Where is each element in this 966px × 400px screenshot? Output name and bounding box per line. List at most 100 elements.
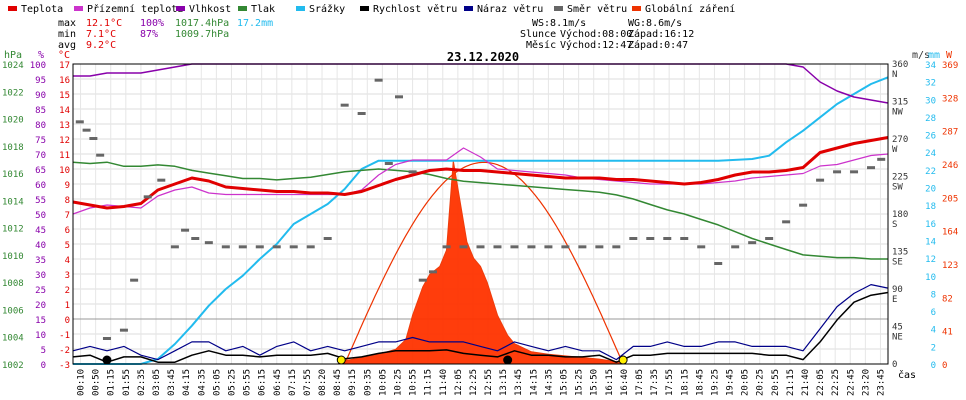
legend-label: Tlak: [251, 4, 275, 15]
tick-direction-letter: S: [892, 220, 897, 230]
wind-direction-point: [102, 337, 111, 340]
stat-moon-set: Západ:0:47: [628, 39, 688, 51]
stat-avg-label: avg: [58, 40, 76, 51]
tick-direction: 45: [892, 323, 903, 333]
wind-direction-point: [289, 245, 298, 249]
legend-label: Směr větru: [567, 3, 627, 15]
tick-time: 16:40: [620, 369, 630, 396]
stat-ws: WS:8.1m/s: [532, 18, 586, 29]
tick-hpa: 1016: [2, 170, 24, 180]
tick-time: 22:45: [846, 369, 856, 396]
wind-direction-point: [130, 278, 139, 282]
tick-humidity: 50: [35, 211, 46, 221]
tick-watt: 328: [942, 94, 958, 104]
wind-direction-point: [374, 78, 383, 82]
tick-ms: 10: [925, 273, 936, 283]
tick-time: 22:05: [816, 369, 826, 396]
stat-wg: WG:8.6m/s: [628, 18, 682, 29]
tick-time: 05:25: [227, 369, 237, 396]
legend-swatch: [74, 6, 83, 11]
tick-humidity: 0: [41, 361, 46, 371]
tick-temp: 12: [59, 136, 70, 146]
wind-direction-point: [561, 245, 570, 249]
wind-direction-point: [595, 245, 604, 249]
wind-direction-point: [731, 245, 740, 249]
unit-w: W: [946, 50, 953, 61]
tick-ms: 28: [925, 114, 936, 124]
wind-direction-point: [510, 245, 519, 249]
wind-direction-point: [442, 245, 451, 249]
tick-temp: 8: [65, 196, 70, 206]
axis-ticks: 1024102210201018101610141012101010081006…: [2, 60, 958, 396]
tick-humidity: 80: [35, 121, 46, 131]
legend-label: Náraz větru: [477, 3, 543, 15]
wind-direction-point: [384, 162, 393, 165]
legend-swatch: [360, 6, 369, 11]
wind-direction-point: [782, 220, 791, 224]
tick-humidity: 55: [35, 196, 46, 206]
wind-direction-point: [306, 245, 315, 249]
wind-direction-point: [191, 237, 200, 240]
tick-humidity: 40: [35, 241, 46, 251]
stat-max-rain: 17.2mm: [237, 18, 273, 29]
tick-watt: 246: [942, 161, 958, 171]
tick-direction-letter: N: [892, 70, 897, 80]
marker-moonrise: [503, 355, 513, 365]
wind-direction-point: [418, 278, 427, 282]
wind-direction-point: [340, 103, 349, 107]
tick-temp: 0: [65, 316, 70, 326]
tick-ms: 30: [925, 96, 936, 106]
wind-direction-point: [816, 178, 825, 182]
tick-ms: 2: [931, 343, 936, 353]
tick-watt: 164: [942, 228, 958, 238]
tick-temp: 14: [59, 106, 70, 116]
tick-time: 16:15: [605, 369, 615, 396]
wind-direction-point: [629, 237, 638, 240]
tick-time: 10:05: [378, 369, 388, 396]
tick-time: 00:50: [92, 369, 102, 396]
sun-moon-markers: [102, 355, 628, 365]
tick-time: 18:15: [680, 369, 690, 396]
series-wind-gust: [72, 284, 889, 361]
tick-time: 20:25: [756, 369, 766, 396]
tick-temp: 16: [59, 76, 70, 86]
wind-direction-point: [877, 157, 886, 161]
tick-time: 06:15: [258, 369, 268, 396]
wind-direction-point: [181, 228, 190, 232]
legend-label: Rychlost větru: [373, 3, 457, 15]
tick-direction: 270: [892, 135, 908, 145]
tick-direction: 90: [892, 285, 903, 295]
tick-hpa: 1020: [2, 116, 24, 126]
series-radiation: [73, 160, 888, 365]
tick-watt: 205: [942, 194, 958, 204]
tick-time: 14:35: [544, 369, 554, 396]
wind-direction-point: [476, 245, 485, 249]
legend-swatch: [464, 6, 473, 11]
wind-direction-point: [157, 178, 166, 182]
tick-time: 10:55: [409, 369, 419, 396]
tick-humidity: 5: [41, 346, 46, 356]
wind-direction-point: [395, 95, 403, 99]
tick-direction-letter: NE: [892, 333, 903, 343]
wind-direction-point: [833, 170, 842, 174]
tick-hpa: 1008: [2, 279, 24, 289]
stat-max-press: 1017.4hPa: [175, 18, 229, 29]
tick-time: 20:55: [771, 369, 781, 396]
stat-min-press: 1009.7hPa: [175, 29, 229, 40]
tick-time: 04:15: [182, 369, 192, 396]
wind-direction-point: [493, 245, 502, 249]
tick-time: 04:35: [197, 369, 207, 396]
tick-humidity: 90: [35, 91, 46, 101]
stat-moon-label: Měsíc: [526, 39, 556, 51]
tick-temp: 1: [65, 301, 70, 311]
tick-direction: 135: [892, 248, 908, 258]
tick-ms: 34: [925, 61, 936, 71]
tick-time: 01:55: [122, 369, 132, 396]
wind-direction-point: [357, 112, 366, 115]
wind-direction-point: [170, 245, 179, 249]
tick-time: 12:05: [454, 369, 464, 396]
tick-temp: 11: [59, 151, 70, 161]
tick-time: 12:55: [484, 369, 494, 396]
tick-hpa: 1012: [2, 225, 24, 235]
tick-time: 15:25: [575, 369, 585, 396]
